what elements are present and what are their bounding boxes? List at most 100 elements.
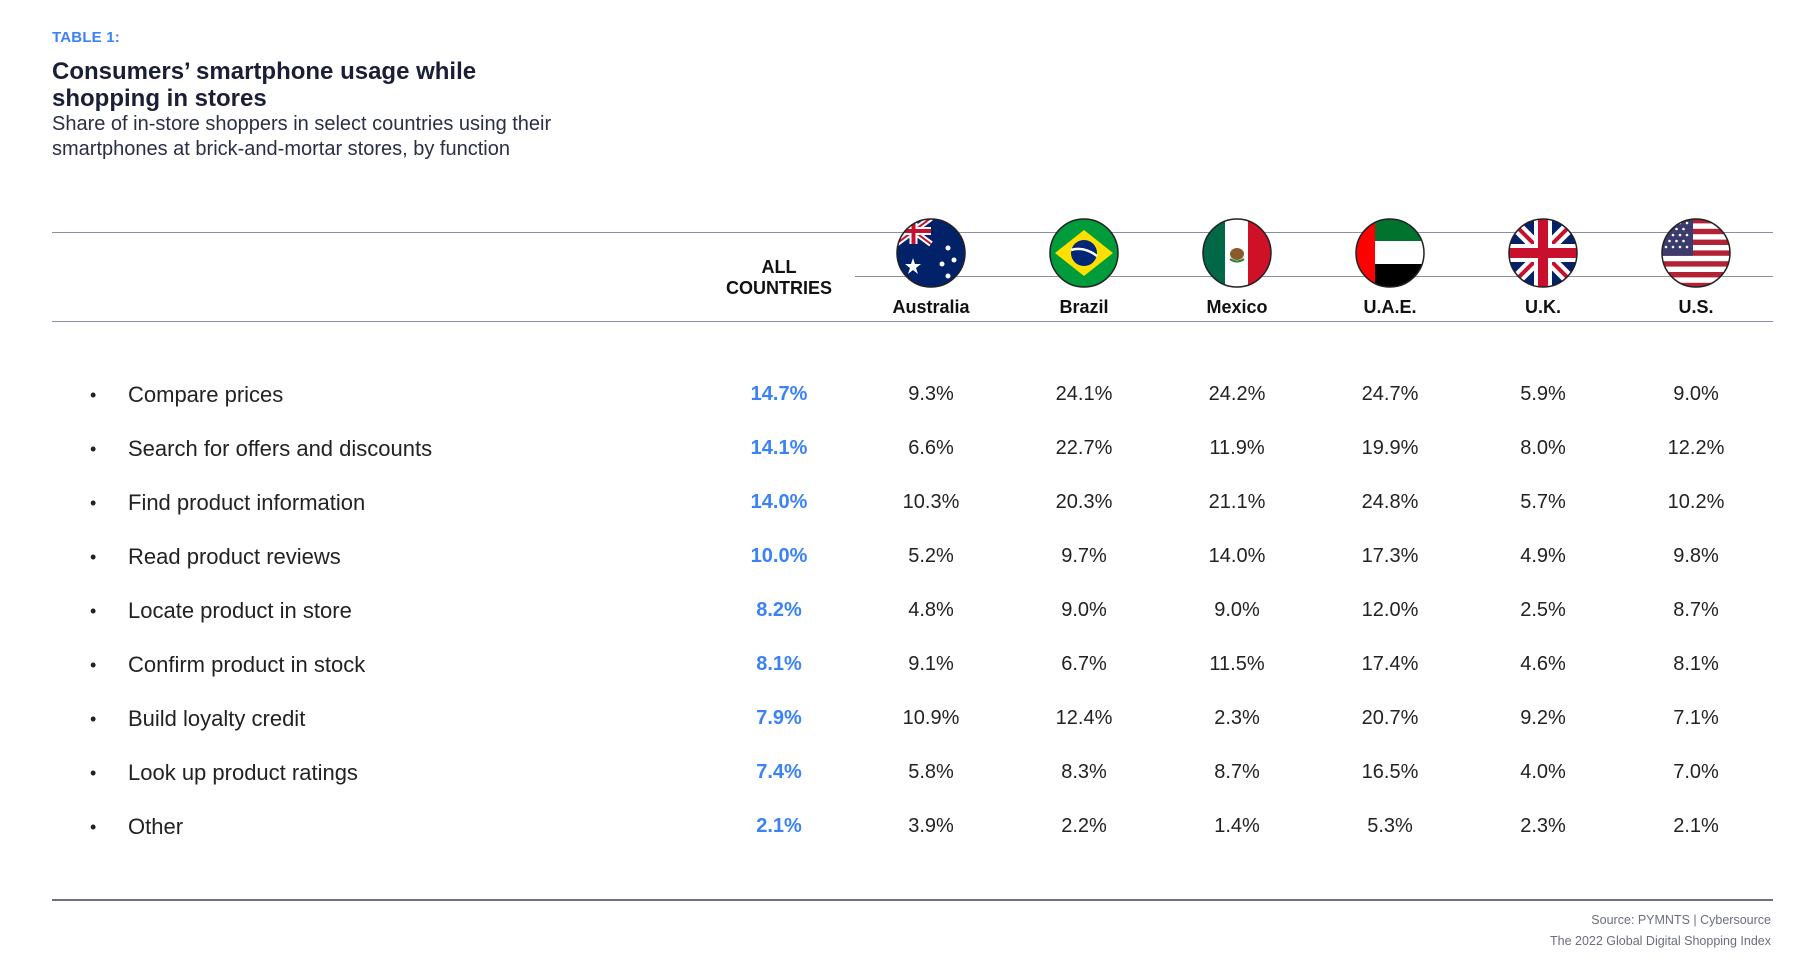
column-header-mexico: Mexico [1206,297,1268,317]
cell-value: 10.9% [902,707,960,729]
cell-value: 8.0% [1520,437,1566,459]
cell-value: 9.0% [1673,383,1719,405]
cell-value: 14.0% [1208,545,1266,567]
brazil-flag-icon [1049,218,1119,288]
cell-value: 12.4% [1055,707,1113,729]
uae-flag-icon [1355,218,1425,288]
cell-value: 2.5% [1520,599,1566,621]
cell-value: 17.4% [1361,653,1419,675]
cell-value: 2.3% [1520,815,1566,837]
uk-flag-icon [1508,218,1578,288]
cell-all-countries: 14.1% [750,437,808,459]
cell-value: 20.3% [1055,491,1113,513]
all-countries-header: ALL COUNTRIES [725,257,832,298]
cell-value: 20.7% [1361,707,1419,729]
cell-value: 24.7% [1361,383,1419,405]
us-flag-icon [1661,218,1731,288]
cell-value: 21.1% [1208,491,1266,513]
row-label: Read product reviews [128,544,341,569]
cell-value: 4.8% [908,599,954,621]
cell-value: 4.6% [1520,653,1566,675]
table-tag: TABLE 1: [52,29,120,46]
cell-value: 12.0% [1361,599,1419,621]
row-label: Look up product ratings [128,760,358,785]
cell-value: 10.2% [1667,491,1725,513]
cell-value: 8.1% [1673,653,1719,675]
row-label: Locate product in store [128,598,352,623]
page-subtitle: Share of in-store shoppers in select cou… [52,113,552,160]
cell-all-countries: 2.1% [756,815,802,837]
cell-value: 17.3% [1361,545,1419,567]
source-note: Source: PYMNTS | Cybersource The 2022 Gl… [1550,910,1771,952]
row-label: Search for offers and discounts [128,436,433,461]
header-flag-rule [855,276,1773,277]
cell-value: 2.3% [1214,707,1260,729]
cell-value: 10.3% [902,491,960,513]
cell-value: 9.2% [1520,707,1566,729]
cell-value: 7.0% [1673,761,1719,783]
cell-value: 5.3% [1367,815,1413,837]
cell-value: 4.0% [1520,761,1566,783]
report-name: The 2022 Global Digital Shopping Index [1550,934,1771,948]
cell-value: 9.7% [1061,545,1107,567]
cell-value: 2.1% [1673,815,1719,837]
cell-value: 5.7% [1520,491,1566,513]
row-label: Other [128,814,184,839]
cell-value: 1.4% [1214,815,1260,837]
cell-value: 6.6% [908,437,954,459]
cell-value: 9.0% [1214,599,1260,621]
cell-all-countries: 8.1% [756,653,802,675]
cell-value: 9.1% [908,653,954,675]
cell-value: 9.0% [1061,599,1107,621]
cell-value: 5.9% [1520,383,1566,405]
row-bullet: • [90,385,97,405]
cell-all-countries: 14.0% [750,491,808,513]
row-bullet: • [90,817,97,837]
cell-value: 7.1% [1673,707,1719,729]
cell-value: 9.3% [908,383,954,405]
row-bullet: • [90,655,97,675]
cell-value: 6.7% [1061,653,1107,675]
cell-value: 3.9% [908,815,954,837]
header-bottom-rule [52,321,1773,322]
table-bottom-rule [52,899,1773,901]
cell-all-countries: 7.4% [756,761,802,783]
row-label: Build loyalty credit [128,706,306,731]
cell-value: 19.9% [1361,437,1419,459]
row-bullet: • [90,439,97,459]
australia-flag-icon [896,218,966,288]
cell-all-countries: 7.9% [756,707,802,729]
cell-all-countries: 14.7% [750,383,808,405]
cell-all-countries: 10.0% [750,545,808,567]
cell-value: 11.5% [1209,653,1265,675]
cell-value: 5.2% [908,545,954,567]
cell-value: 5.8% [908,761,954,783]
column-header-uk: U.K. [1525,297,1561,317]
column-header-brazil: Brazil [1059,297,1109,317]
cell-value: 16.5% [1361,761,1419,783]
cell-value: 24.8% [1361,491,1419,513]
cell-value: 22.7% [1055,437,1113,459]
cell-value: 11.9% [1209,437,1265,459]
cell-value: 12.2% [1667,437,1725,459]
row-label: Find product information [128,490,366,515]
cell-value: 2.2% [1061,815,1107,837]
row-bullet: • [90,547,97,567]
cell-value: 9.8% [1673,545,1719,567]
cell-value: 24.1% [1055,383,1113,405]
cell-value: 4.9% [1520,545,1566,567]
cell-value: 8.7% [1673,599,1719,621]
row-bullet: • [90,763,97,783]
row-bullet: • [90,493,97,513]
cell-value: 24.2% [1208,383,1266,405]
row-bullet: • [90,709,97,729]
row-bullet: • [90,601,97,621]
column-header-australia: Australia [892,297,970,317]
page-title: Consumers’ smartphone usage while shoppi… [52,58,477,112]
column-header-uae: U.A.E. [1363,297,1417,317]
mexico-flag-icon [1202,218,1272,288]
cell-value: 8.3% [1061,761,1107,783]
cell-all-countries: 8.2% [756,599,802,621]
cell-value: 8.7% [1214,761,1260,783]
row-label: Confirm product in stock [128,652,366,677]
